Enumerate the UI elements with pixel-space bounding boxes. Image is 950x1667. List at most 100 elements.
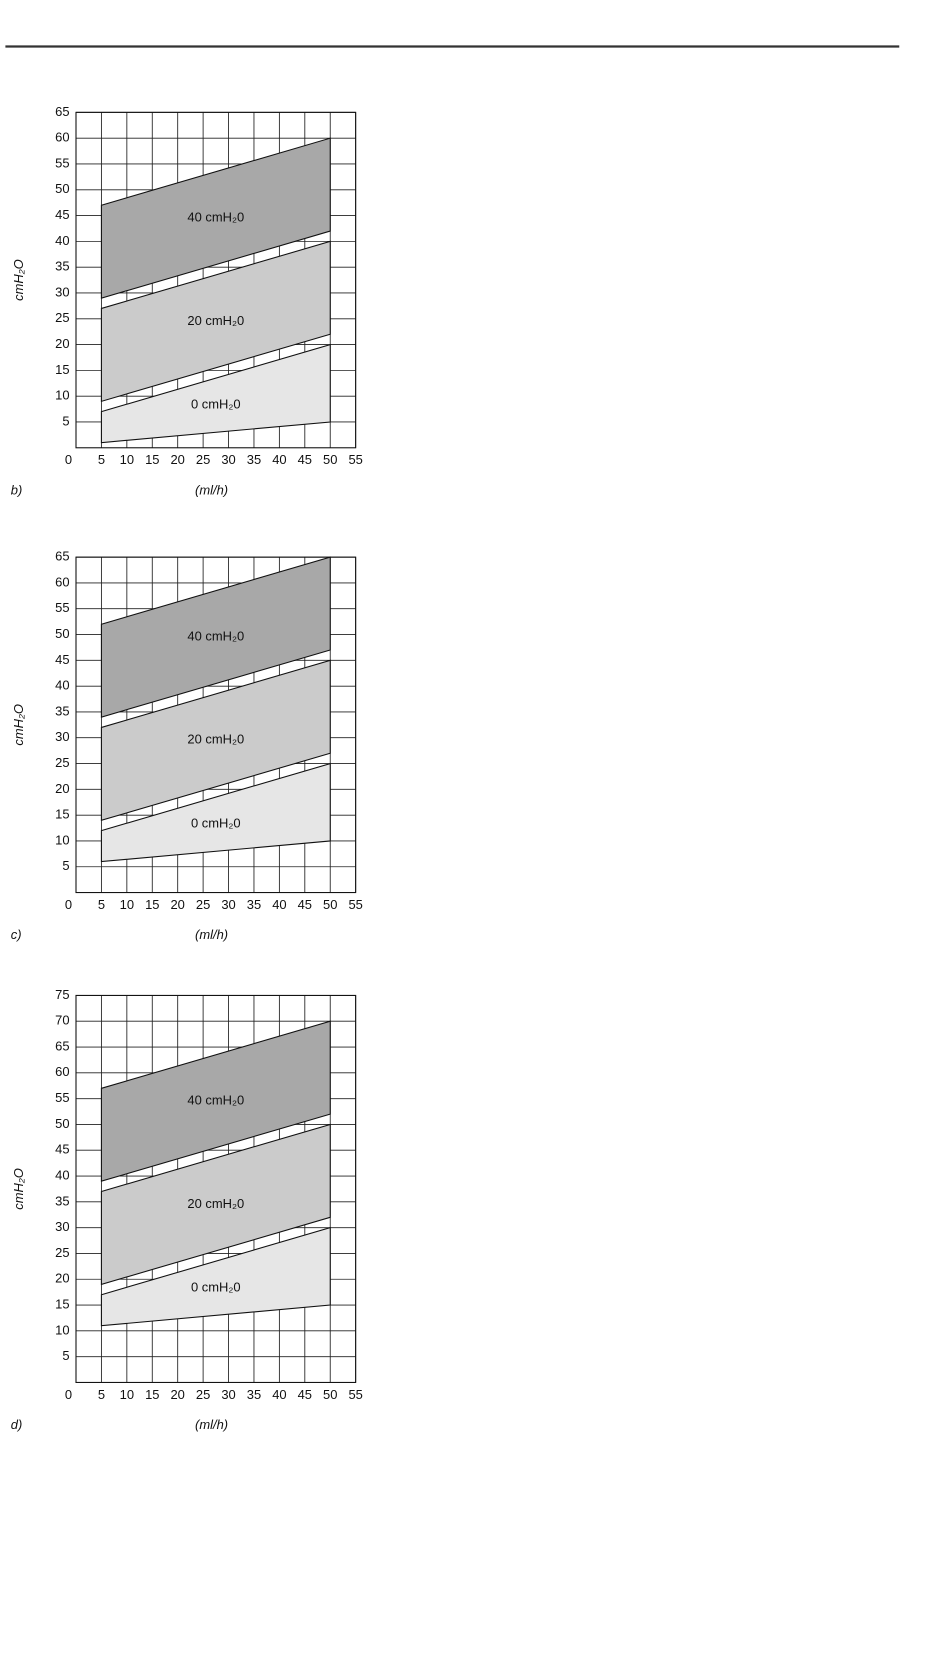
panel-label: d) bbox=[11, 1417, 23, 1432]
x-tick-label: 25 bbox=[196, 452, 210, 467]
x-tick-label: 25 bbox=[196, 1387, 210, 1402]
x-tick-label: 50 bbox=[323, 452, 337, 467]
x-tick-label: 5 bbox=[98, 897, 105, 912]
panel-label: b) bbox=[11, 482, 23, 497]
y-tick-label: 15 bbox=[55, 362, 69, 377]
x-tick-label: 35 bbox=[247, 452, 261, 467]
y-tick-label: 35 bbox=[55, 1193, 69, 1208]
y-tick-label: 45 bbox=[55, 1142, 69, 1157]
band bbox=[100, 556, 331, 718]
x-tick-label: 10 bbox=[120, 1387, 134, 1402]
y-tick-label: 35 bbox=[55, 703, 69, 718]
x-tick-label: 30 bbox=[221, 1387, 235, 1402]
x-tick-label: 55 bbox=[348, 452, 362, 467]
y-tick-label: 10 bbox=[55, 1322, 69, 1337]
x-tick-label: 30 bbox=[221, 897, 235, 912]
y-tick-label: 75 bbox=[55, 987, 69, 1002]
x-tick-label: 10 bbox=[120, 452, 134, 467]
y-tick-label: 65 bbox=[55, 549, 69, 564]
x-tick-label: 15 bbox=[145, 897, 159, 912]
chart: 40 cmH₂0 20 cmH₂0 0 cmH₂0 5 10 15 20 25 30 35 40 45… bbox=[11, 987, 363, 1432]
plot-frame bbox=[75, 111, 357, 449]
chart: 40 cmH₂0 20 cmH₂0 0 cmH₂0 5 10 15 20 25 30 35 40 45… bbox=[11, 549, 363, 943]
y-tick-label: 50 bbox=[55, 1116, 69, 1131]
y-tick-label: 55 bbox=[55, 600, 69, 615]
x-tick-label: 40 bbox=[272, 452, 286, 467]
x-axis-label: (ml/h) bbox=[195, 927, 228, 942]
band bbox=[100, 240, 331, 403]
x-tick-label: 30 bbox=[221, 452, 235, 467]
y-tick-label: 60 bbox=[55, 130, 69, 145]
x-tick-label: 25 bbox=[196, 897, 210, 912]
y-tick-label: 40 bbox=[55, 1167, 69, 1182]
y-tick-label: 25 bbox=[55, 310, 69, 325]
y-tick-label: 60 bbox=[55, 574, 69, 589]
y-tick-label: 35 bbox=[55, 259, 69, 274]
y-tick-label: 65 bbox=[55, 1038, 69, 1053]
y-tick-label: 15 bbox=[55, 1296, 69, 1311]
x-tick-label: 0 bbox=[65, 1387, 72, 1402]
y-tick-label: 30 bbox=[55, 1219, 69, 1234]
band-label: 40 cmH₂0 bbox=[187, 629, 244, 644]
y-tick-label: 70 bbox=[55, 1013, 69, 1028]
x-tick-label: 20 bbox=[170, 452, 184, 467]
x-tick-label: 40 bbox=[272, 897, 286, 912]
band bbox=[100, 1123, 331, 1286]
y-tick-label: 30 bbox=[55, 729, 69, 744]
y-tick-label: 10 bbox=[55, 832, 69, 847]
band-label: 0 cmH₂0 bbox=[191, 1280, 241, 1295]
y-tick-label: 55 bbox=[55, 1090, 69, 1105]
panel-label: c) bbox=[11, 927, 22, 942]
band-label: 0 cmH₂0 bbox=[191, 397, 241, 412]
plot-frame bbox=[75, 556, 357, 894]
y-tick-label: 15 bbox=[55, 807, 69, 822]
y-tick-label: 50 bbox=[55, 181, 69, 196]
x-tick-label: 35 bbox=[247, 897, 261, 912]
y-axis-label: cmH₂O bbox=[11, 259, 26, 301]
x-tick-label: 45 bbox=[298, 1387, 312, 1402]
x-tick-label: 50 bbox=[323, 1387, 337, 1402]
chart: 40 cmH₂0 20 cmH₂0 0 cmH₂0 5 10 15 20 25 30 35 40 45… bbox=[11, 104, 363, 498]
band bbox=[100, 659, 331, 822]
x-tick-label: 35 bbox=[247, 1387, 261, 1402]
band bbox=[100, 1226, 331, 1327]
y-tick-label: 45 bbox=[55, 207, 69, 222]
x-tick-label: 10 bbox=[120, 897, 134, 912]
y-tick-label: 65 bbox=[55, 104, 69, 119]
y-tick-label: 25 bbox=[55, 755, 69, 770]
y-tick-label: 40 bbox=[55, 678, 69, 693]
x-tick-label: 15 bbox=[145, 1387, 159, 1402]
y-tick-label: 30 bbox=[55, 284, 69, 299]
x-axis-label: (ml/h) bbox=[195, 1417, 228, 1432]
band-label: 20 cmH₂0 bbox=[187, 732, 244, 747]
x-tick-label: 45 bbox=[298, 897, 312, 912]
x-tick-label: 45 bbox=[298, 452, 312, 467]
y-tick-label: 5 bbox=[62, 413, 69, 428]
band bbox=[100, 762, 331, 863]
y-axis-label: cmH₂O bbox=[11, 704, 26, 746]
y-tick-label: 20 bbox=[55, 1271, 69, 1286]
x-tick-label: 0 bbox=[65, 452, 72, 467]
band-label: 40 cmH₂0 bbox=[187, 1093, 244, 1108]
y-tick-label: 5 bbox=[62, 858, 69, 873]
x-tick-label: 15 bbox=[145, 452, 159, 467]
y-tick-label: 25 bbox=[55, 1245, 69, 1260]
band bbox=[100, 343, 331, 444]
y-tick-label: 50 bbox=[55, 626, 69, 641]
x-axis-label: (ml/h) bbox=[195, 482, 228, 497]
band-label: 20 cmH₂0 bbox=[187, 313, 244, 328]
x-tick-label: 20 bbox=[170, 897, 184, 912]
y-tick-label: 45 bbox=[55, 652, 69, 667]
band-label: 0 cmH₂0 bbox=[191, 816, 241, 831]
y-tick-label: 40 bbox=[55, 233, 69, 248]
y-tick-label: 10 bbox=[55, 388, 69, 403]
x-tick-label: 40 bbox=[272, 1387, 286, 1402]
x-tick-label: 5 bbox=[98, 1387, 105, 1402]
x-tick-label: 55 bbox=[348, 897, 362, 912]
y-axis-label: cmH₂O bbox=[11, 1168, 26, 1210]
band-label: 20 cmH₂0 bbox=[187, 1196, 244, 1211]
x-tick-label: 5 bbox=[98, 452, 105, 467]
y-tick-label: 60 bbox=[55, 1064, 69, 1079]
